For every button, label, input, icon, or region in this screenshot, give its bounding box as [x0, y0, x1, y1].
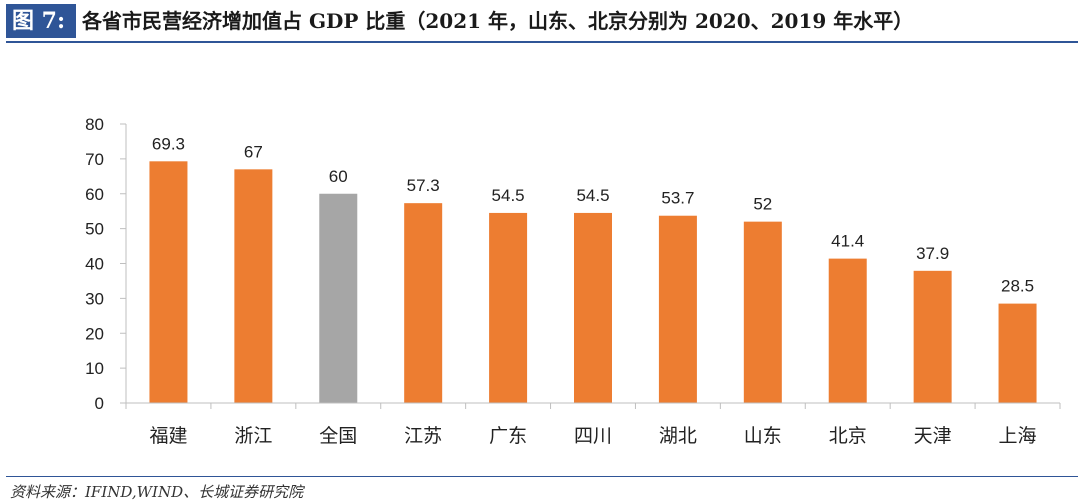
category-label-9: 天津: [914, 425, 952, 447]
data-labels: 69.3 67 60 57.3 54.5 54.5 53.7 52 41.4 37.9 28.5: [152, 134, 1034, 295]
source-note: 资料来源：IFIND,WIND、长城证券研究院: [10, 483, 304, 501]
category-label-10: 上海: [999, 425, 1037, 447]
category-label-4: 广东: [489, 425, 527, 447]
y-tick-label: 10: [85, 359, 104, 378]
data-label-6: 53.7: [661, 189, 694, 208]
bar-chart: 0 10 20 30 40 50 60 70 80 69.3 67 60 57.3 54.5 54.5 53…: [85, 115, 1061, 447]
y-tick-label: 40: [85, 255, 104, 274]
bar-10: [998, 303, 1037, 403]
y-axis: 0 10 20 30 40 50 60 70 80: [85, 115, 127, 413]
bar-5: [574, 212, 612, 403]
category-label-7: 山东: [744, 425, 782, 447]
category-label-1: 浙江: [234, 425, 272, 447]
data-label-8: 41.4: [831, 232, 864, 251]
figure-label: 图 7:: [6, 4, 76, 38]
category-label-2: 全国: [319, 425, 357, 447]
data-label-1: 67: [244, 142, 263, 161]
bar-9: [913, 270, 952, 403]
data-label-0: 69.3: [152, 134, 185, 153]
category-label-3: 江苏: [404, 425, 442, 447]
bar-6: [658, 215, 697, 403]
bar-1: [234, 169, 273, 403]
data-label-10: 28.5: [1001, 277, 1034, 296]
data-label-3: 57.3: [407, 176, 440, 195]
data-label-7: 52: [753, 195, 772, 214]
bar-8: [828, 258, 867, 403]
bar-7: [743, 221, 782, 403]
category-label-5: 四川: [574, 425, 612, 447]
y-tick-label: 0: [95, 394, 104, 413]
bar-0: [149, 161, 188, 403]
bar-4: [489, 212, 528, 403]
data-label-4: 54.5: [492, 186, 525, 205]
figure-header: 图 7: 各省市民营经济增加值占 GDP 比重（2021 年，山东、北京分别为 …: [0, 0, 1080, 44]
y-tick-label: 80: [85, 115, 104, 134]
data-label-2: 60: [329, 167, 348, 186]
footer-rule: [6, 476, 1078, 477]
y-tick-label: 30: [85, 289, 104, 308]
bar-3: [404, 203, 443, 403]
category-label-6: 湖北: [659, 425, 697, 447]
figure-title: 各省市民营经济增加值占 GDP 比重（2021 年，山东、北京分别为 2020、…: [82, 9, 914, 33]
data-label-9: 37.9: [916, 244, 949, 263]
y-tick-label: 70: [85, 150, 104, 169]
data-label-5: 54.5: [576, 186, 609, 205]
y-tick-label: 20: [85, 324, 104, 343]
y-tick-label: 60: [85, 185, 104, 204]
category-label-0: 福建: [149, 425, 187, 447]
y-tick-label: 50: [85, 220, 104, 239]
x-axis: 福建 浙江 全国 江苏 广东 四川 湖北 山东 北京 天津 上海: [125, 402, 1061, 447]
header-rule: [6, 41, 1078, 43]
bar-2: [319, 193, 358, 403]
category-label-8: 北京: [829, 425, 867, 447]
bars: [149, 161, 1037, 403]
